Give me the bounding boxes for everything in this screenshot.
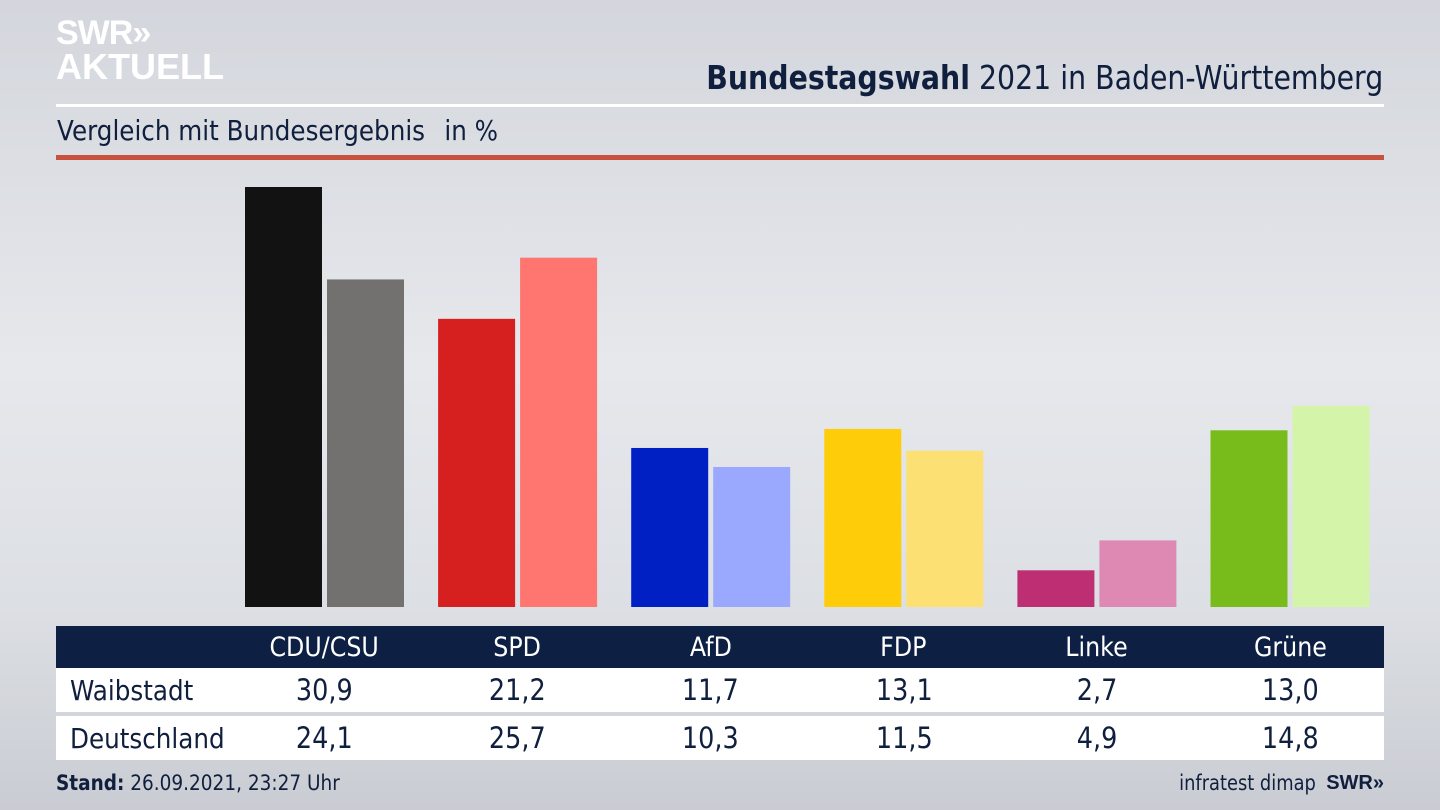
column-header-label: FDP: [880, 631, 927, 663]
column-header: FDP: [824, 626, 984, 668]
bar-spd-deutschland: [520, 257, 598, 607]
accent-divider: [56, 155, 1384, 160]
bar-afd-waibstadt: [631, 447, 709, 607]
value-label: 13,0: [1261, 673, 1319, 707]
table-cell: 25,7: [438, 716, 598, 760]
column-header: Grüne: [1210, 626, 1370, 668]
value-label: 30,9: [296, 673, 353, 707]
bar-cdu-csu-deutschland: [327, 279, 404, 607]
column-header-label: Linke: [1065, 631, 1129, 663]
column-header-label: CDU/CSU: [269, 631, 380, 663]
table-cell: 2,7: [1017, 668, 1177, 712]
chart-title-bold: Bundestagswahl: [705, 58, 970, 97]
row-label-text: Waibstadt: [70, 673, 194, 707]
source-credit: infratest dimap SWR»: [1155, 771, 1384, 795]
row-label-text: Deutschland: [70, 721, 225, 755]
title-divider: [56, 104, 1384, 107]
source-text: infratest dimap: [1179, 771, 1317, 795]
value-label: 10,3: [682, 721, 740, 755]
chart-title-rest: 2021 in Baden-Württemberg: [969, 58, 1383, 97]
value-label: 25,7: [489, 721, 547, 755]
bar-cdu-csu-waibstadt: [245, 187, 322, 607]
table-row-deutschland: Deutschland 24,1 25,7 10,3 11,5 4,9 14,8: [56, 716, 1384, 760]
value-label: 24,1: [296, 721, 353, 755]
swr-aktuell-logo: SWR» AKTUELL: [56, 14, 224, 87]
column-header-label: AfD: [689, 631, 732, 663]
logo-arrows-icon: »: [132, 14, 151, 52]
bar-chart: [245, 187, 1370, 607]
bar-gr-ne-waibstadt: [1210, 430, 1288, 607]
bar-linke-deutschland: [1099, 540, 1177, 607]
unit-label: in %: [444, 114, 499, 147]
column-header: CDU/CSU: [245, 626, 405, 668]
column-header: AfD: [631, 626, 791, 668]
value-label: 14,8: [1261, 721, 1319, 755]
row-label: Deutschland: [70, 716, 246, 760]
value-label: 21,2: [489, 673, 547, 707]
column-header-label: Grüne: [1253, 631, 1327, 663]
column-header-label: SPD: [493, 631, 542, 663]
table-cell: 13,1: [824, 668, 984, 712]
table-cell: 30,9: [245, 668, 405, 712]
stand-label: Stand:: [56, 771, 125, 795]
table-cell: 14,8: [1210, 716, 1370, 760]
bar-fdp-deutschland: [906, 450, 984, 607]
table-cell: 10,3: [631, 716, 791, 760]
swr-small-logo: SWR»: [1326, 771, 1384, 794]
value-label: 11,5: [875, 721, 933, 755]
table-header-row: CDU/CSU SPD AfD FDP Linke Grüne: [56, 626, 1384, 668]
value-label: 13,1: [875, 673, 933, 707]
column-header: Linke: [1017, 626, 1177, 668]
logo-swr-text: SWR: [56, 14, 133, 52]
logo-aktuell-text: AKTUELL: [56, 46, 224, 87]
table-cell: 11,7: [631, 668, 791, 712]
table-cell: 13,0: [1210, 668, 1370, 712]
chart-title: Bundestagswahl 2021 in Baden-Württemberg: [706, 58, 1383, 97]
value-label: 11,7: [682, 673, 740, 707]
subtitle-text: Vergleich mit Bundesergebnis: [57, 114, 426, 147]
bar-linke-waibstadt: [1017, 570, 1095, 607]
column-header: SPD: [438, 626, 598, 668]
table-cell: 24,1: [245, 716, 405, 760]
table-cell: 4,9: [1017, 716, 1177, 760]
value-label: 4,9: [1076, 721, 1118, 755]
results-table: CDU/CSU SPD AfD FDP Linke Grüne Waibstadt 30,9…: [56, 626, 1384, 760]
timestamp: Stand: 26.09.2021, 23:27 Uhr: [56, 771, 340, 795]
table-cell: 11,5: [824, 716, 984, 760]
bar-gr-ne-deutschland: [1292, 405, 1370, 607]
row-label: Waibstadt: [70, 668, 210, 712]
stand-value: 26.09.2021, 23:27 Uhr: [124, 771, 340, 795]
table-row-waibstadt: Waibstadt 30,9 21,2 11,7 13,1 2,7 13,0: [56, 668, 1384, 712]
bar-afd-deutschland: [713, 467, 791, 607]
bar-spd-waibstadt: [438, 318, 516, 607]
bar-fdp-waibstadt: [824, 428, 902, 607]
chart-subtitle: Vergleich mit Bundesergebnis in %: [57, 114, 498, 147]
table-cell: 21,2: [438, 668, 598, 712]
value-label: 2,7: [1076, 673, 1118, 707]
